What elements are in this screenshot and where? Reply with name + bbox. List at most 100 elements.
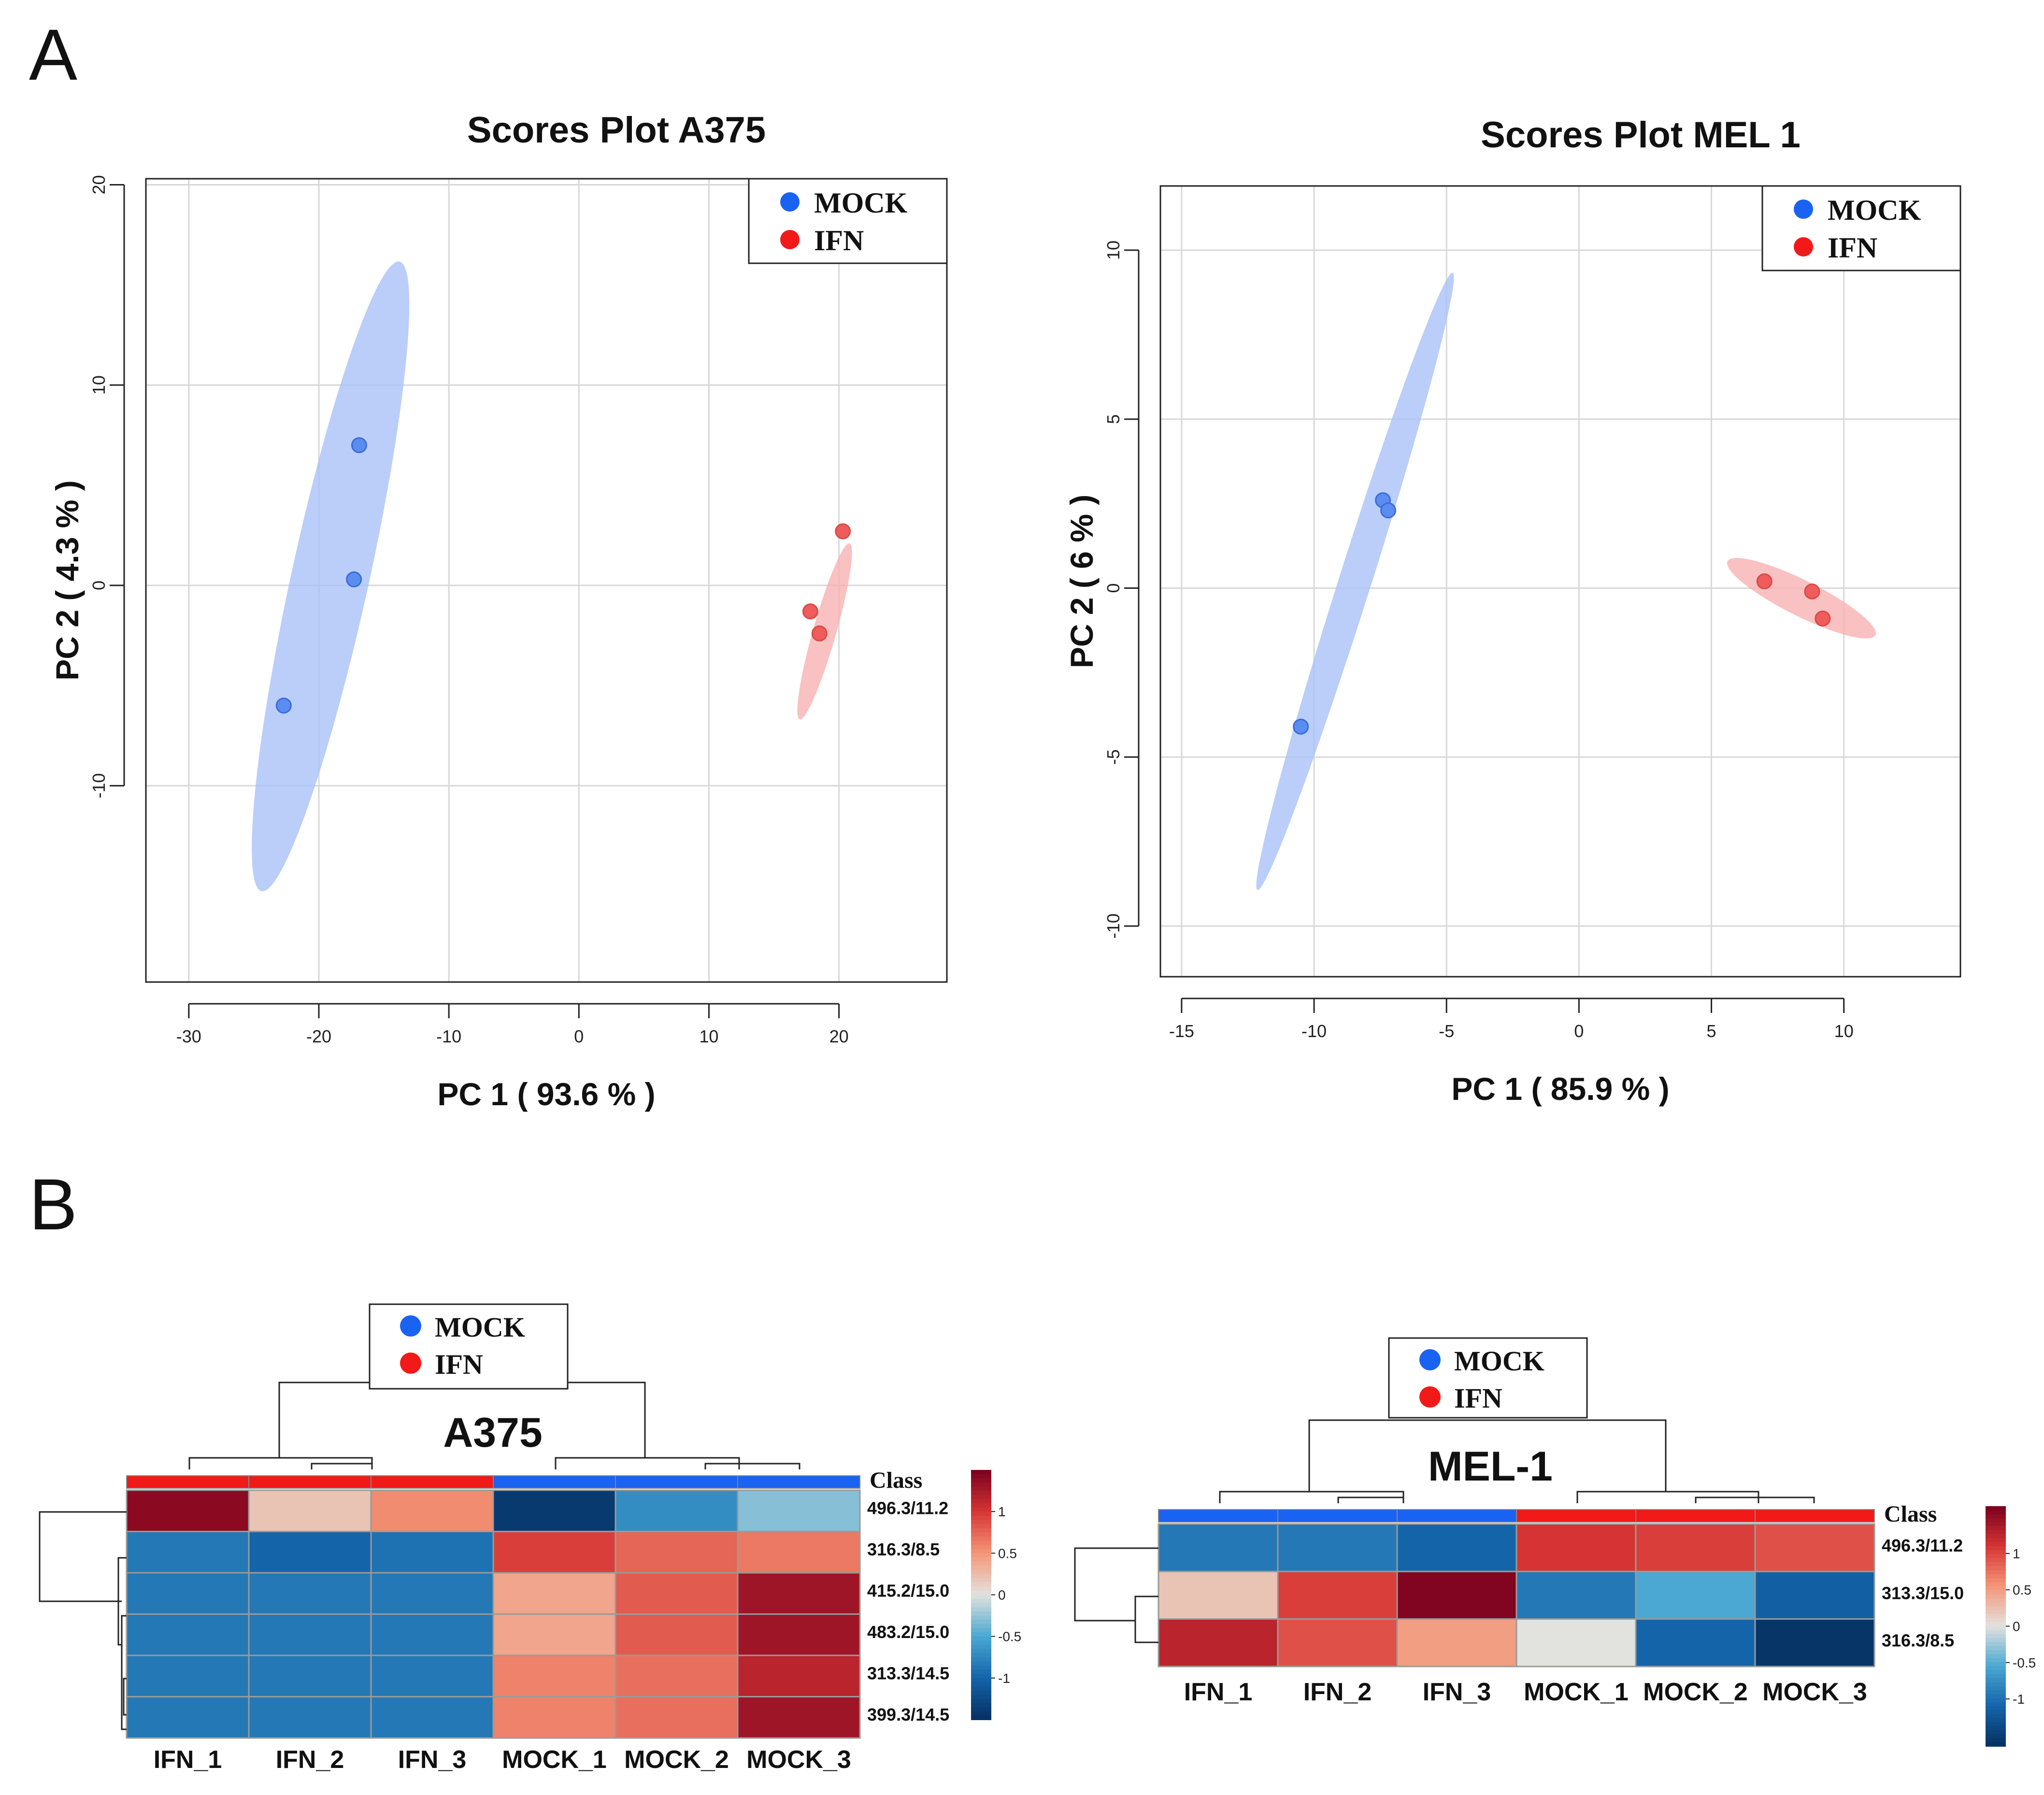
column-label: MOCK_1: [502, 1746, 607, 1774]
class-bar-cell: [126, 1475, 249, 1489]
heatmap-cell: [615, 1613, 739, 1656]
data-point-ifn: [1756, 573, 1772, 589]
heatmap-cell: [1754, 1570, 1875, 1620]
column-label: MOCK_2: [1643, 1678, 1748, 1706]
legend-label-ifn: IFN: [435, 1349, 483, 1380]
colorbar-tick-label: 0: [2013, 1619, 2020, 1634]
heatmap-cell: [248, 1572, 372, 1615]
colorbar-segment: [971, 1703, 991, 1708]
colorbar-segment: [971, 1640, 991, 1645]
colorbar-segment: [971, 1698, 991, 1704]
heatmap-cell: [126, 1696, 250, 1739]
y-tick-label: 10: [89, 375, 109, 395]
row-label: 313.3/15.0: [1882, 1583, 1964, 1603]
heatmap-cell: [737, 1613, 861, 1656]
colorbar-segment: [1986, 1698, 2006, 1703]
colorbar-segment: [971, 1470, 991, 1475]
scores-plot-a375: -30 -20 -10 0 10 20 -10 0 10 20 Scores Plot A375 PC…: [49, 110, 948, 1112]
colorbar-segment: [1986, 1534, 2006, 1539]
colorbar-segment: [1986, 1718, 2006, 1723]
y-tick-label: -10: [1103, 913, 1123, 939]
legend-box: [1388, 1337, 1588, 1419]
heatmap-cell: [492, 1572, 616, 1615]
colorbar-tick-label: -1: [2013, 1692, 2025, 1707]
column-dendrogram: [1695, 1496, 1815, 1503]
x-axis-label: PC 1 ( 93.6 % ): [437, 1076, 655, 1112]
data-point-ifn: [1804, 583, 1820, 599]
colorbar-segment: [971, 1478, 991, 1483]
class-bar-cell: [248, 1475, 372, 1489]
colorbar-segment: [971, 1678, 991, 1683]
y-tick-label: -10: [89, 773, 109, 798]
colorbar-segment: [971, 1532, 991, 1537]
colorbar-segment: [1986, 1706, 2006, 1711]
class-bar-cell: [1755, 1509, 1875, 1523]
colorbar-segment: [971, 1578, 991, 1583]
heatmap-cell: [615, 1696, 739, 1739]
legend-marker-mock: [780, 192, 800, 212]
colorbar-segment: [1986, 1598, 2006, 1603]
heatmap-cell: [1515, 1618, 1637, 1667]
colorbar-tick-label: 0: [998, 1588, 1006, 1603]
colorbar-segment: [1986, 1654, 2006, 1659]
colorbar-segment: [1986, 1558, 2006, 1563]
heatmap-cell: [737, 1572, 861, 1615]
colorbar-segment: [971, 1711, 991, 1716]
colorbar-segment: [1986, 1638, 2006, 1643]
colorbar-segment: [1986, 1646, 2006, 1651]
heatmap-cell: [737, 1531, 861, 1574]
y-tick-label: 0: [1103, 583, 1123, 593]
colorbar-segment: [1986, 1538, 2006, 1543]
legend-label-mock: MOCK: [435, 1311, 525, 1343]
heatmap-mel1: Class 496.3/11.2 313.3/15.0 316.3/8.5 IFN_1 I…: [1074, 1337, 2036, 1747]
heatmap-cell: [1635, 1570, 1756, 1620]
x-tick-label: 20: [829, 1026, 849, 1046]
plot-frame: [145, 178, 948, 983]
confidence-ellipse-ifn: [1727, 558, 1876, 639]
heatmap-cell: [370, 1613, 494, 1656]
row-dendrogram: [117, 1557, 127, 1646]
colorbar-segment: [1986, 1678, 2006, 1683]
colorbar-tick-label: 0.5: [998, 1546, 1017, 1561]
heatmap-cell: [1396, 1618, 1517, 1667]
colorbar-tick-label: -1: [998, 1671, 1010, 1686]
heatmap-cell: [615, 1489, 739, 1532]
column-label: MOCK_2: [624, 1746, 729, 1774]
row-label: 316.3/8.5: [867, 1539, 940, 1559]
colorbar-segment: [1986, 1674, 2006, 1679]
heatmap-cell: [615, 1572, 739, 1615]
y-tick-label: 5: [1103, 414, 1123, 424]
heatmap-cell: [370, 1654, 494, 1697]
colorbar-segment: [971, 1495, 991, 1500]
colorbar-segment: [1986, 1730, 2006, 1735]
heatmap-cell: [492, 1531, 616, 1574]
colorbar-segment: [971, 1545, 991, 1550]
data-point-ifn: [835, 523, 851, 540]
colorbar-segment: [971, 1486, 991, 1492]
x-tick-label: -20: [306, 1026, 331, 1046]
column-label: IFN_2: [276, 1746, 344, 1774]
colorbar-segment: [971, 1715, 991, 1720]
colorbar-segment: [971, 1615, 991, 1621]
colorbar-segment: [1986, 1602, 2006, 1607]
colorbar-segment: [1986, 1670, 2006, 1675]
colorbar-segment: [1986, 1578, 2006, 1583]
heatmap-cell: [248, 1613, 372, 1656]
colorbar-segment: [1986, 1618, 2006, 1623]
colorbar-segment: [1986, 1682, 2006, 1687]
legend-label-mock: MOCK: [1828, 194, 1921, 226]
plot-frame: [1159, 185, 1961, 978]
x-tick-label: 10: [699, 1026, 718, 1046]
colorbar-segment: [971, 1669, 991, 1675]
y-tick-label: 0: [89, 581, 109, 590]
colorbar-segment: [971, 1515, 991, 1521]
colorbar-segment: [1986, 1714, 2006, 1719]
colorbar-tick-label: -0.5: [998, 1629, 1021, 1644]
colorbar-tick-label: 0.5: [2013, 1582, 2031, 1597]
class-bar-cell: [1516, 1509, 1636, 1523]
colorbar-segment: [1986, 1550, 2006, 1555]
x-tick-label: -30: [176, 1026, 201, 1046]
x-tick-label: -10: [436, 1026, 461, 1046]
row-dendrogram: [123, 1678, 127, 1716]
